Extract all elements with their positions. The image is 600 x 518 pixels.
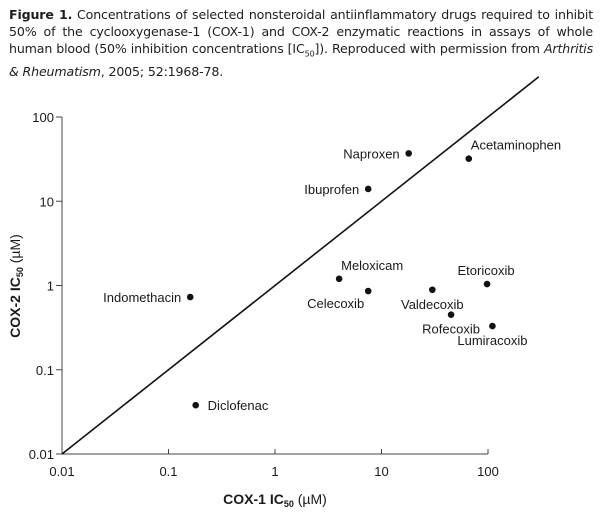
point-indomethacin — [186, 293, 194, 301]
y-tick-label: 100 — [32, 110, 54, 125]
point-label-lumiracoxib: Lumiracoxib — [457, 333, 527, 348]
x-tick-label: 0.01 — [49, 464, 74, 479]
x-axis-title: COX-1 IC50 (µM) — [223, 491, 327, 509]
caption-journal: Arthritis & Rheumatism — [9, 41, 593, 79]
x-tick-label: 100 — [477, 464, 499, 479]
point-label-ibuprofen: Ibuprofen — [304, 182, 359, 197]
y-tick-label: 1 — [47, 279, 54, 294]
point-label-indomethacin: Indomethacin — [103, 290, 181, 305]
point-label-rofecoxib: Rofecoxib — [422, 322, 480, 337]
point-diclofenac — [192, 401, 199, 409]
point-etoricoxib — [483, 280, 491, 288]
point-label-etoricoxib: Etoricoxib — [458, 263, 515, 278]
point-meloxicam — [335, 275, 343, 283]
y-tick-label: 10 — [40, 194, 54, 209]
reference-line-group — [61, 76, 540, 455]
caption-text-3: , 2005; 52:1968-78. — [100, 63, 224, 79]
point-label-valdecoxib: Valdecoxib — [401, 297, 464, 312]
point-naproxen — [405, 150, 412, 157]
point-label-diclofenac: Diclofenac — [208, 398, 269, 413]
caption-subscript: 50 — [304, 49, 315, 59]
point-label-celecoxib: Celecoxib — [307, 296, 364, 311]
x-tick-label: 1 — [271, 464, 278, 479]
figure-label: Figure 1. — [9, 7, 73, 22]
point-label-naproxen: Naproxen — [343, 146, 399, 161]
point-label-meloxicam: Meloxicam — [341, 258, 403, 273]
point-label-acetaminophen: Acetaminophen — [471, 138, 561, 153]
point-lumiracoxib — [489, 322, 496, 330]
data-points: Naproxen Acetaminophen Ibuprofen Indomethac… — [103, 138, 561, 413]
y-axis-title: COX-2 IC50 (µM) — [7, 234, 25, 338]
caption-text-2: ]). Reproduced with permission from — [314, 41, 544, 56]
point-valdecoxib — [429, 286, 436, 294]
axes: 0.01 0.1 1 10 100 0.01 0.1 1 10 100 — [29, 110, 499, 479]
point-rofecoxib — [447, 311, 455, 319]
equality-line — [61, 76, 540, 455]
point-acetaminophen — [465, 155, 473, 162]
x-tick-label: 10 — [374, 464, 388, 479]
figure-caption: Figure 1. Concentrations of selected non… — [9, 6, 593, 80]
caption-text-1: Concentrations of selected nonsteroidal … — [9, 7, 593, 56]
point-celecoxib — [364, 287, 372, 295]
point-ibuprofen — [364, 185, 372, 193]
y-tick-label: 0.01 — [29, 447, 54, 462]
y-tick-label: 0.1 — [36, 363, 54, 378]
x-tick-label: 0.1 — [159, 464, 177, 479]
